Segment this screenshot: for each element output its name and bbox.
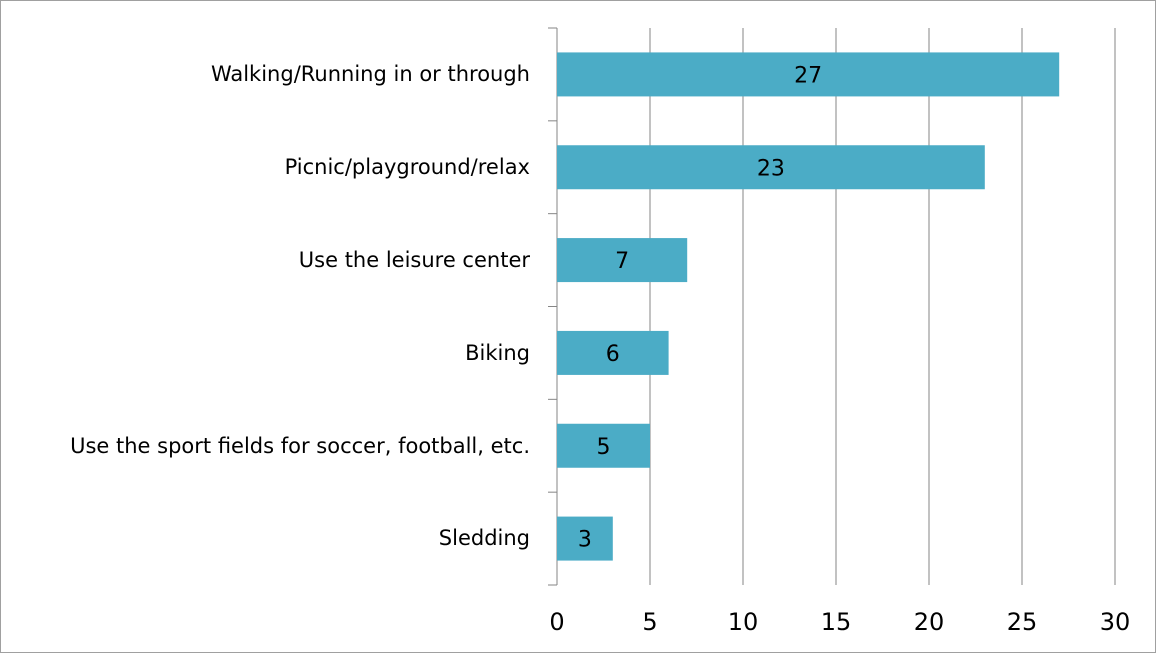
bar bbox=[557, 238, 688, 283]
data-label: 5 bbox=[597, 435, 611, 460]
x-tick-label: 25 bbox=[1007, 608, 1038, 636]
y-tick-text: Walking/Running in or through bbox=[210, 62, 530, 87]
data-label: 27 bbox=[794, 63, 822, 88]
y-tick-label: Walking/Running in or through bbox=[10, 28, 530, 121]
data-label: 6 bbox=[606, 342, 620, 367]
bar bbox=[557, 516, 613, 561]
x-tick-label: 5 bbox=[642, 608, 657, 636]
y-tick-text: Use the leisure center bbox=[298, 247, 530, 272]
data-label: 3 bbox=[578, 528, 592, 553]
x-tick-label: 30 bbox=[1100, 608, 1131, 636]
y-tick-label: Use the leisure center bbox=[10, 214, 530, 307]
bar bbox=[557, 52, 1060, 97]
x-tick-label: 15 bbox=[821, 608, 852, 636]
y-tick-text: Biking bbox=[465, 340, 530, 365]
bar bbox=[557, 330, 669, 375]
x-tick-label: 10 bbox=[728, 608, 759, 636]
y-tick-label: Picnic/playground/relax bbox=[10, 121, 530, 214]
y-tick-label: Use the sport fields for soccer, footbal… bbox=[10, 399, 530, 492]
y-tick-label: Biking bbox=[10, 307, 530, 400]
data-label: 7 bbox=[615, 249, 629, 274]
bar bbox=[557, 423, 650, 468]
x-tick-label: 0 bbox=[549, 608, 564, 636]
bar bbox=[557, 145, 985, 190]
y-tick-label: Sledding bbox=[10, 492, 530, 585]
y-tick-text: Picnic/playground/relax bbox=[284, 155, 530, 180]
y-tick-text: Use the sport fields for soccer, footbal… bbox=[70, 433, 530, 458]
x-tick-label: 20 bbox=[914, 608, 945, 636]
y-tick-text: Sledding bbox=[438, 526, 530, 551]
data-label: 23 bbox=[757, 156, 785, 181]
